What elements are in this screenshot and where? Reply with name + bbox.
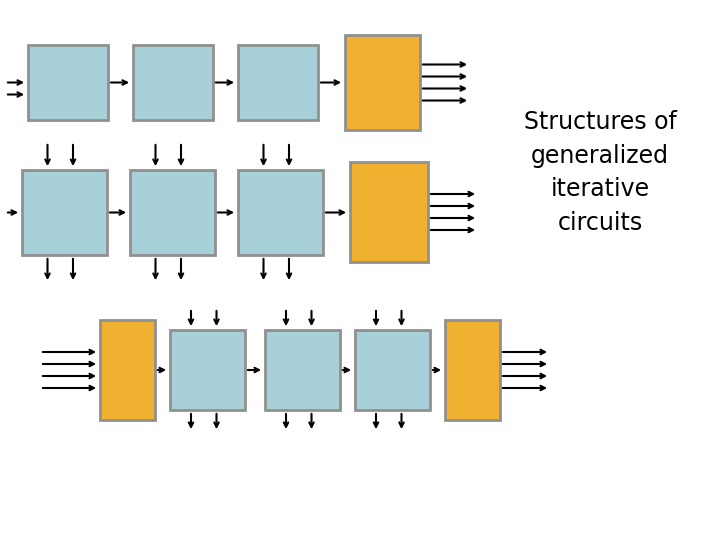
Bar <box>133 45 213 120</box>
Bar <box>355 330 430 410</box>
Bar <box>28 45 108 120</box>
Bar <box>265 330 340 410</box>
Bar <box>345 35 420 130</box>
Bar <box>350 162 428 262</box>
Bar <box>238 170 323 255</box>
Text: Structures of
generalized
iterative
circuits: Structures of generalized iterative circ… <box>523 110 676 234</box>
Bar <box>130 170 215 255</box>
Bar <box>238 45 318 120</box>
Bar <box>22 170 107 255</box>
Bar <box>170 330 245 410</box>
Bar <box>100 320 155 420</box>
Bar <box>445 320 500 420</box>
